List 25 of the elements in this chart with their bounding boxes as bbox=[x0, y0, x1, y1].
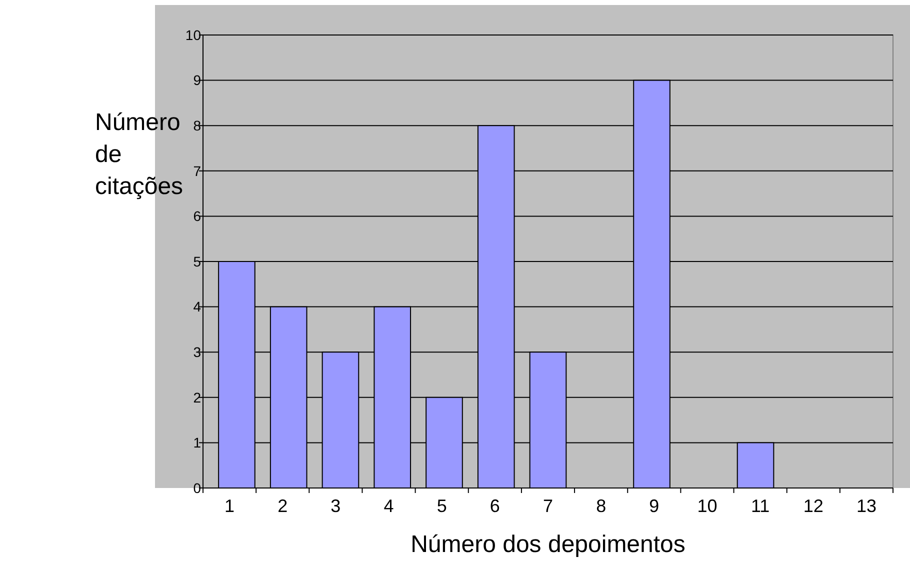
x-tick-label: 13 bbox=[856, 496, 876, 516]
y-tick-label: 4 bbox=[193, 298, 202, 315]
x-tick-label: 8 bbox=[596, 496, 606, 516]
x-tick-label: 11 bbox=[750, 496, 770, 516]
x-tick-label: 5 bbox=[436, 496, 447, 516]
y-tick-label: 6 bbox=[193, 208, 202, 224]
y-axis-title: Número de citações bbox=[95, 109, 184, 200]
x-tick-label: 7 bbox=[542, 496, 554, 516]
x-axis-title: Número dos depoimentos bbox=[410, 531, 686, 558]
x-tick-label: 4 bbox=[384, 496, 394, 516]
x-tick-label: 6 bbox=[490, 496, 500, 516]
y-tick-label: 8 bbox=[193, 118, 202, 134]
x-tick-label: 9 bbox=[649, 496, 660, 516]
x-tick-label: 3 bbox=[330, 496, 341, 516]
y-tick-label: 7 bbox=[193, 162, 202, 179]
x-tick-label: 2 bbox=[278, 496, 288, 516]
x-tick-label: 1 bbox=[224, 496, 235, 516]
y-tick-label: 9 bbox=[193, 72, 202, 88]
x-tick-label: 12 bbox=[803, 496, 824, 516]
y-tick-label: 3 bbox=[193, 344, 202, 360]
y-tick-label: 1 bbox=[193, 434, 202, 451]
y-tick-label: 2 bbox=[193, 389, 202, 406]
y-tick-label: 10 bbox=[185, 26, 202, 43]
x-tick-label: 10 bbox=[697, 496, 718, 516]
y-tick-label: 5 bbox=[193, 253, 202, 270]
